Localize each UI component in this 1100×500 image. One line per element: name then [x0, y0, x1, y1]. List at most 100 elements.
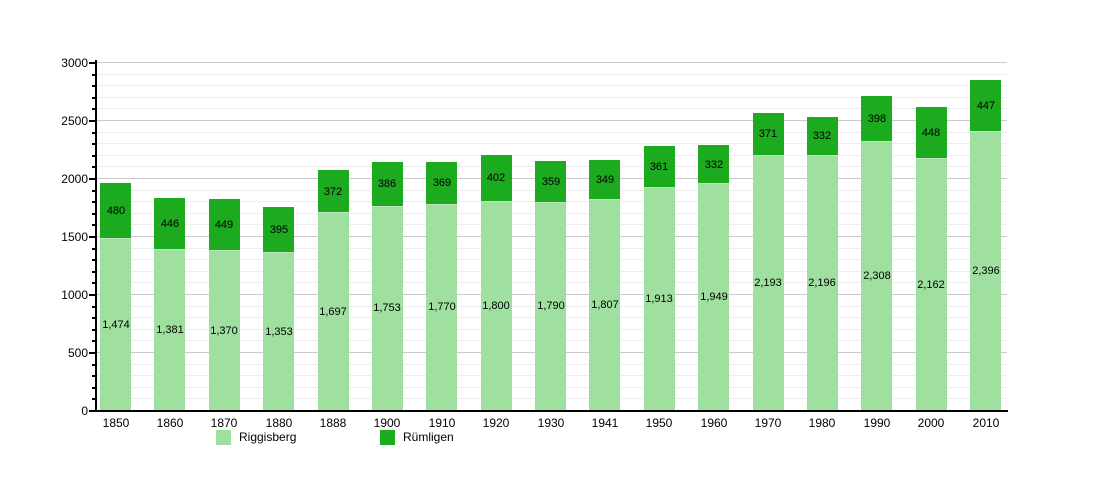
x-tick-label: 1900: [373, 416, 401, 430]
legend-label-riggisberg: Riggisberg: [239, 429, 297, 444]
y-axis-tick: [92, 108, 96, 110]
x-tick-label: 1920: [482, 416, 510, 430]
x-tick-label: 1860: [156, 416, 184, 430]
y-axis-tick: [92, 398, 96, 400]
bar-value-label-riggisberg: 1,807: [591, 299, 619, 311]
bar-value-label-riggisberg: 1,770: [428, 301, 456, 313]
x-tick-label: 1950: [645, 416, 673, 430]
y-axis-tick: [92, 201, 96, 203]
bar-value-label-ruemligen: 398: [867, 113, 887, 125]
bar-segment-riggisberg: [154, 250, 185, 410]
y-axis-tick: [92, 375, 96, 377]
x-tick-label: 1941: [591, 416, 619, 430]
bar-value-label-ruemligen: 369: [432, 177, 452, 189]
y-axis-tick: [92, 329, 96, 331]
bar-segment-ruemligen: [916, 107, 947, 159]
y-axis-tick: [92, 306, 96, 308]
bar-segment-ruemligen: [698, 145, 729, 184]
y-axis-tick: [92, 224, 96, 226]
bar-value-label-riggisberg: 1,697: [319, 306, 347, 318]
legend-item-riggisberg: Riggisberg: [216, 429, 296, 445]
bar-segment-ruemligen: [481, 155, 512, 202]
bar-value-label-ruemligen: 371: [758, 128, 778, 140]
y-axis-tick: [92, 155, 96, 157]
x-tick-label: 1888: [319, 416, 347, 430]
bar-value-label-ruemligen: 332: [812, 130, 832, 142]
minor-gridline: [96, 143, 1007, 144]
bar-value-label-ruemligen: 446: [160, 218, 180, 230]
y-axis-tick: [89, 410, 96, 412]
y-axis-tick: [92, 74, 96, 76]
y-tick-label: 1000: [61, 288, 88, 302]
bar-segment-ruemligen: [644, 146, 675, 188]
x-tick-label: 2000: [917, 416, 945, 430]
y-axis-tick: [92, 364, 96, 366]
y-tick-label: 1500: [61, 230, 88, 244]
bar-segment-ruemligen: [318, 170, 349, 213]
bar-segment-riggisberg: [209, 251, 240, 410]
bar-value-label-riggisberg: 2,396: [972, 265, 1000, 277]
y-tick-label: 500: [67, 346, 88, 360]
bar-value-label-riggisberg: 2,162: [917, 279, 945, 291]
legend-item-ruemligen: Rümligen: [380, 429, 454, 445]
bar-segment-riggisberg: [916, 159, 947, 410]
y-axis-tick: [89, 62, 96, 64]
bar-segment-riggisberg: [644, 188, 675, 410]
bar-value-label-ruemligen: 480: [106, 205, 126, 217]
bar-value-label-riggisberg: 1,790: [537, 300, 565, 312]
bar-segment-ruemligen: [154, 198, 185, 250]
bar-value-label-ruemligen: 448: [921, 127, 941, 139]
bar-value-label-riggisberg: 1,381: [156, 324, 184, 336]
minor-gridline: [96, 155, 1007, 156]
bar-value-label-ruemligen: 402: [486, 172, 506, 184]
bar-segment-riggisberg: [861, 142, 892, 410]
bar-value-label-riggisberg: 2,196: [808, 277, 836, 289]
y-axis-tick: [92, 97, 96, 99]
minor-gridline: [96, 85, 1007, 86]
legend-swatch-riggisberg: [216, 429, 231, 445]
bar-value-label-riggisberg: 1,370: [210, 325, 238, 337]
bar-segment-riggisberg: [372, 207, 403, 410]
y-axis-tick: [89, 236, 96, 238]
bar-value-label-ruemligen: 449: [214, 219, 234, 231]
x-tick-label: 1930: [537, 416, 565, 430]
bar-segment-riggisberg: [589, 200, 620, 410]
bar-segment-riggisberg: [318, 213, 349, 410]
x-tick-label: 1960: [700, 416, 728, 430]
y-axis-tick: [92, 340, 96, 342]
bar-value-label-riggisberg: 1,800: [482, 300, 510, 312]
x-tick-label: 1970: [754, 416, 782, 430]
legend-swatch-ruemligen: [380, 429, 395, 445]
bar-value-label-riggisberg: 1,753: [373, 302, 401, 314]
y-axis-tick: [92, 166, 96, 168]
x-tick-label: 1990: [863, 416, 891, 430]
bar-value-label-ruemligen: 395: [269, 224, 289, 236]
bar-segment-riggisberg: [535, 202, 566, 410]
x-axis-line: [95, 410, 1008, 412]
bar-segment-ruemligen: [100, 183, 131, 239]
bar-segment-riggisberg: [807, 155, 838, 410]
minor-gridline: [96, 108, 1007, 109]
bar-segment-ruemligen: [372, 162, 403, 207]
y-axis-tick: [92, 271, 96, 273]
y-axis-tick: [92, 190, 96, 192]
x-tick-label: 1910: [428, 416, 456, 430]
bar-value-label-ruemligen: 361: [649, 161, 669, 173]
y-axis-tick: [92, 259, 96, 261]
bar-segment-ruemligen: [753, 113, 784, 156]
x-tick-label: 1880: [265, 416, 293, 430]
y-axis-tick: [92, 387, 96, 389]
y-tick-label: 2500: [61, 114, 88, 128]
bar-value-label-ruemligen: 386: [377, 178, 397, 190]
bar-value-label-ruemligen: 447: [976, 100, 996, 112]
bar-value-label-riggisberg: 1,949: [700, 291, 728, 303]
bar-value-label-ruemligen: 372: [323, 186, 343, 198]
x-tick-label: 1980: [808, 416, 836, 430]
major-gridline: [96, 62, 1007, 63]
bar-value-label-riggisberg: 2,193: [754, 277, 782, 289]
major-gridline: [96, 120, 1007, 121]
minor-gridline: [96, 97, 1007, 98]
y-axis-tick: [92, 282, 96, 284]
y-tick-label: 0: [81, 404, 88, 418]
